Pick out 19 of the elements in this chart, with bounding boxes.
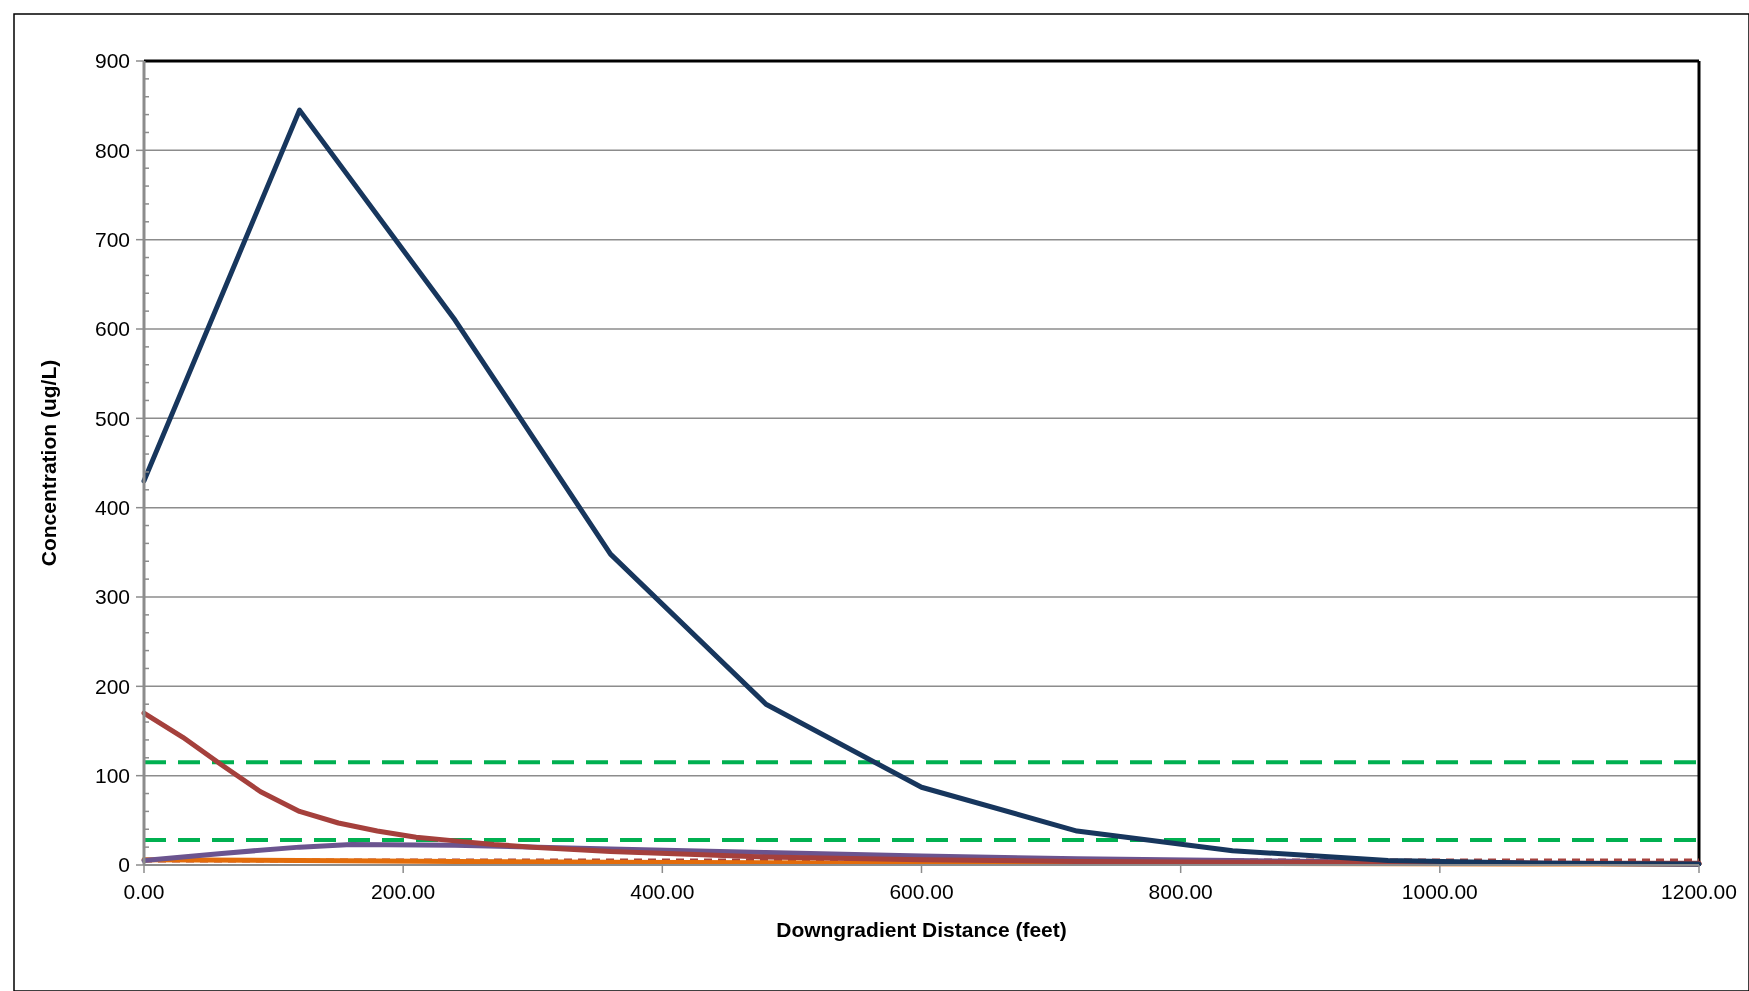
y-tick-label: 600 [94,317,130,341]
x-tick-label: 600.00 [889,880,954,903]
x-tick-label: 400.00 [630,880,695,903]
y-tick-label: 800 [94,138,130,162]
y-tick-label: 500 [94,406,130,430]
x-tick-label: 1000.00 [1401,880,1478,903]
x-tick-label: 0.00 [123,880,165,903]
x-axis-title: Downgradient Distance (feet) [776,918,1067,941]
y-tick-label: 700 [94,228,130,252]
y-tick-label: 900 [94,49,130,73]
y-tick-label: 400 [94,496,130,520]
y-tick-label: 100 [94,764,130,788]
x-tick-label: 800.00 [1148,880,1213,903]
y-axis-title: Concentration (ug/L) [37,359,60,567]
y-tick-label: 300 [94,585,130,609]
x-tick-label: 1200.00 [1661,880,1737,903]
y-tick-label: 200 [94,674,130,698]
y-tick-label: 0 [118,853,130,877]
x-tick-label: 200.00 [371,880,436,903]
